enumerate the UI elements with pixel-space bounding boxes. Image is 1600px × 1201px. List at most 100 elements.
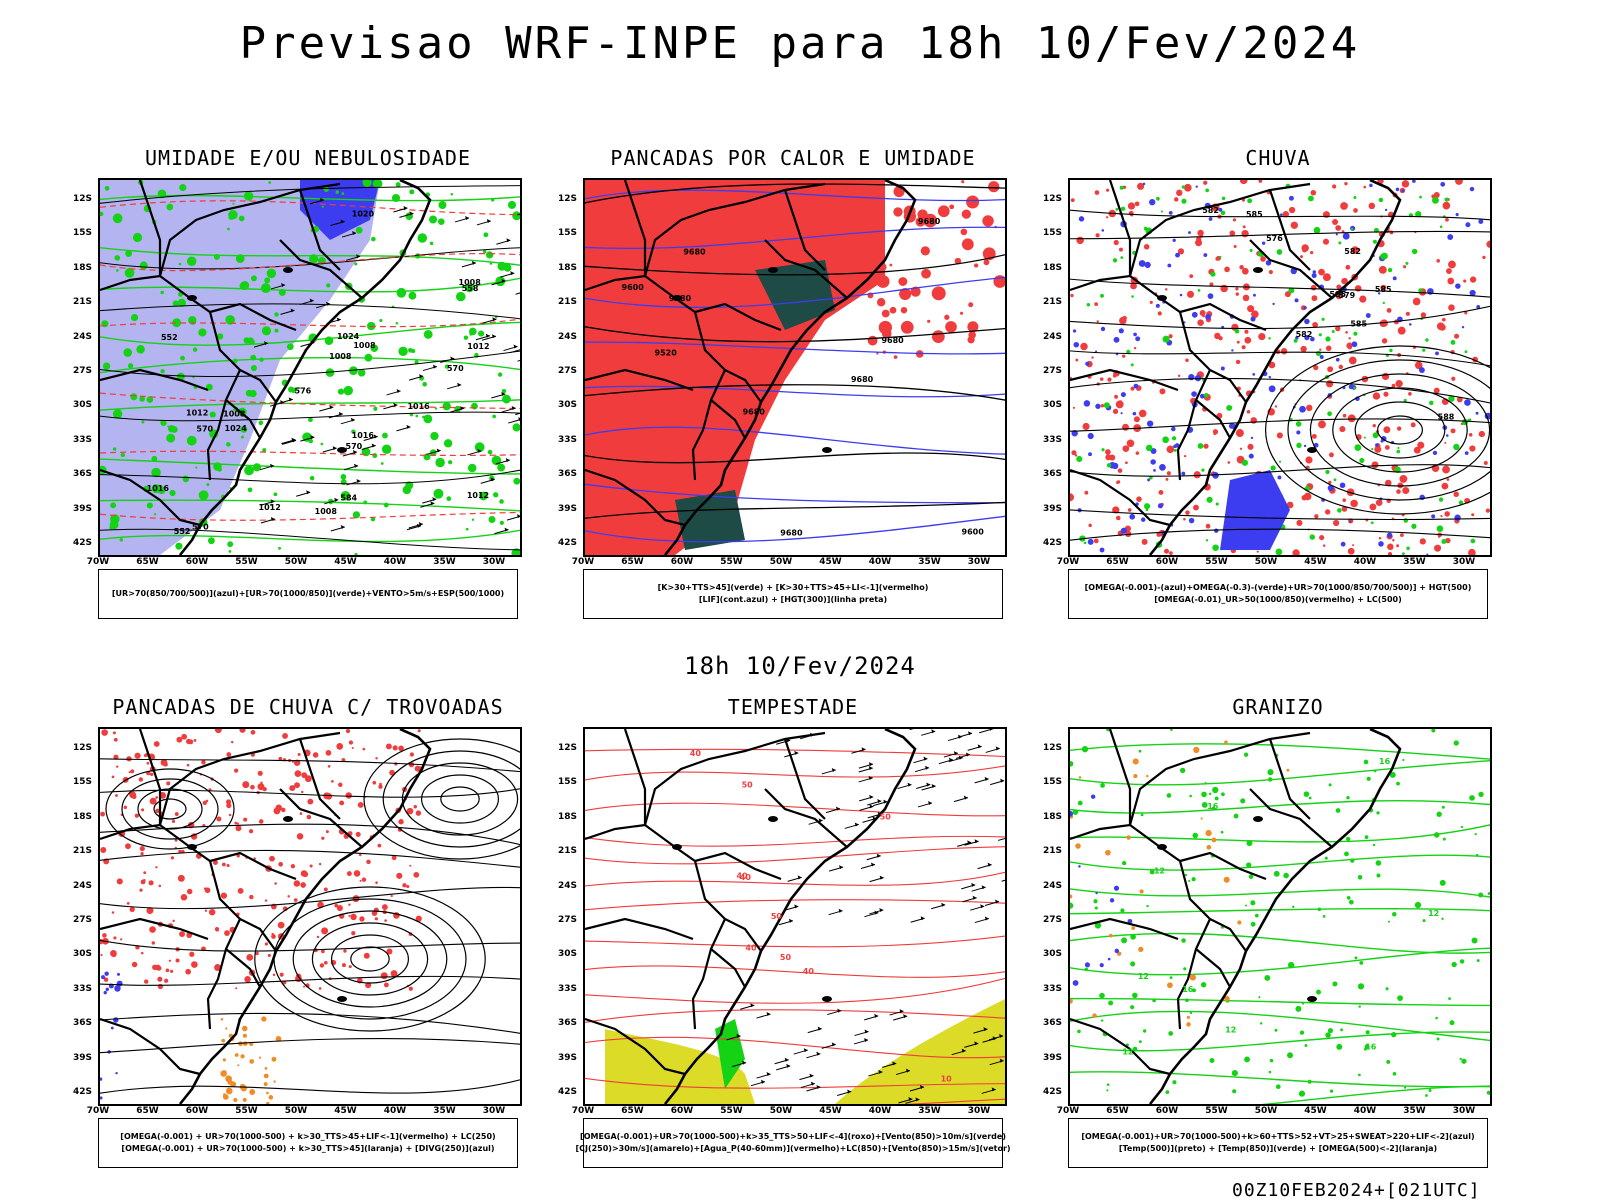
field-patch bbox=[1088, 433, 1094, 439]
field-patch bbox=[1289, 207, 1295, 213]
field-patch bbox=[226, 803, 231, 808]
field-patch bbox=[154, 513, 156, 515]
field-patch bbox=[362, 748, 365, 751]
field-patch bbox=[1198, 289, 1201, 292]
field-patch bbox=[1167, 446, 1175, 454]
field-patch bbox=[1296, 520, 1302, 526]
field-patch bbox=[1383, 426, 1390, 433]
field-patch bbox=[1156, 197, 1160, 201]
field-patch bbox=[1221, 792, 1225, 796]
field-patch bbox=[1088, 524, 1091, 527]
field-patch bbox=[1433, 451, 1437, 455]
field-patch bbox=[1391, 1032, 1396, 1037]
field-patch bbox=[961, 229, 968, 236]
field-patch bbox=[1281, 348, 1287, 354]
field-patch bbox=[1100, 783, 1105, 788]
field-patch bbox=[1309, 797, 1312, 800]
lon-tick-label: 40W bbox=[380, 557, 410, 567]
field-patch bbox=[141, 952, 144, 955]
field-patch bbox=[1453, 444, 1459, 450]
field-patch bbox=[1308, 196, 1314, 202]
field-patch bbox=[418, 729, 421, 732]
field-patch bbox=[1445, 197, 1449, 201]
field-patch bbox=[422, 382, 427, 387]
field-patch bbox=[1093, 899, 1097, 903]
field-patch bbox=[206, 483, 209, 486]
lon-tick-label: 35W bbox=[1400, 557, 1430, 567]
state-border bbox=[1270, 190, 1310, 270]
field-patch bbox=[982, 215, 993, 226]
field-patch bbox=[1171, 427, 1176, 432]
field-patch bbox=[1105, 850, 1111, 856]
field-patch bbox=[1397, 426, 1401, 430]
contour-label: 12 bbox=[1138, 972, 1149, 981]
contour-line bbox=[100, 1013, 520, 1034]
field-patch bbox=[1136, 451, 1140, 455]
field-patch bbox=[1258, 996, 1260, 998]
field-patch bbox=[341, 474, 347, 480]
field-patch bbox=[468, 464, 477, 473]
field-patch bbox=[150, 798, 157, 805]
field-patch bbox=[1209, 217, 1213, 221]
field-patch bbox=[493, 492, 498, 497]
field-patch bbox=[1152, 999, 1156, 1003]
field-patch bbox=[354, 262, 357, 265]
field-patch bbox=[483, 232, 488, 237]
field-patch bbox=[321, 837, 324, 840]
lat-tick-label: 33S bbox=[64, 984, 92, 994]
lon-tick-label: 30W bbox=[479, 1106, 509, 1116]
field-patch bbox=[488, 516, 495, 523]
field-patch bbox=[1318, 907, 1322, 911]
field-patch bbox=[1168, 1031, 1173, 1036]
field-patch bbox=[1226, 405, 1232, 411]
field-patch bbox=[1363, 186, 1366, 189]
field-patch bbox=[1146, 775, 1148, 777]
field-patch bbox=[1478, 792, 1483, 797]
field-patch bbox=[1305, 456, 1312, 463]
field-patch bbox=[1276, 1084, 1281, 1089]
field-patch bbox=[239, 729, 245, 733]
field-patch bbox=[120, 538, 124, 542]
field-patch bbox=[1354, 956, 1357, 959]
field-patch bbox=[1300, 346, 1306, 352]
field-patch bbox=[141, 808, 144, 811]
field-patch bbox=[222, 863, 226, 867]
field-patch bbox=[166, 968, 170, 972]
field-patch bbox=[502, 395, 511, 404]
field-patch bbox=[1446, 434, 1449, 437]
field-patch bbox=[1268, 337, 1270, 339]
field-patch bbox=[1185, 359, 1189, 363]
field-patch bbox=[175, 543, 182, 550]
field-patch bbox=[1382, 338, 1387, 343]
contour-label: 1012 bbox=[186, 409, 208, 418]
field-patch bbox=[136, 345, 145, 354]
state-border bbox=[1070, 919, 1178, 939]
lat-tick-label: 27S bbox=[1034, 915, 1062, 925]
field-patch bbox=[1448, 304, 1455, 311]
field-patch bbox=[1101, 448, 1104, 451]
field-patch bbox=[346, 792, 352, 798]
field-patch bbox=[444, 439, 452, 447]
field-patch bbox=[1096, 233, 1100, 237]
coastline bbox=[1150, 729, 1400, 1104]
field-patch bbox=[438, 218, 445, 225]
field-patch bbox=[512, 423, 520, 431]
field-patch bbox=[116, 269, 119, 272]
field-patch bbox=[1291, 222, 1298, 229]
lake-mark bbox=[768, 816, 778, 822]
field-patch bbox=[159, 885, 162, 888]
field-patch bbox=[208, 537, 215, 544]
field-patch bbox=[294, 782, 300, 788]
field-patch bbox=[1376, 860, 1382, 866]
field-patch bbox=[179, 931, 185, 937]
field-patch bbox=[166, 434, 175, 443]
field-patch bbox=[179, 263, 182, 266]
field-patch bbox=[1451, 962, 1456, 967]
field-patch bbox=[326, 283, 330, 287]
lat-tick-label: 33S bbox=[1034, 435, 1062, 445]
field-patch bbox=[186, 739, 191, 744]
field-patch bbox=[381, 462, 384, 465]
field-patch bbox=[1080, 343, 1088, 351]
field-patch bbox=[300, 882, 306, 888]
field-patch bbox=[1443, 838, 1446, 841]
